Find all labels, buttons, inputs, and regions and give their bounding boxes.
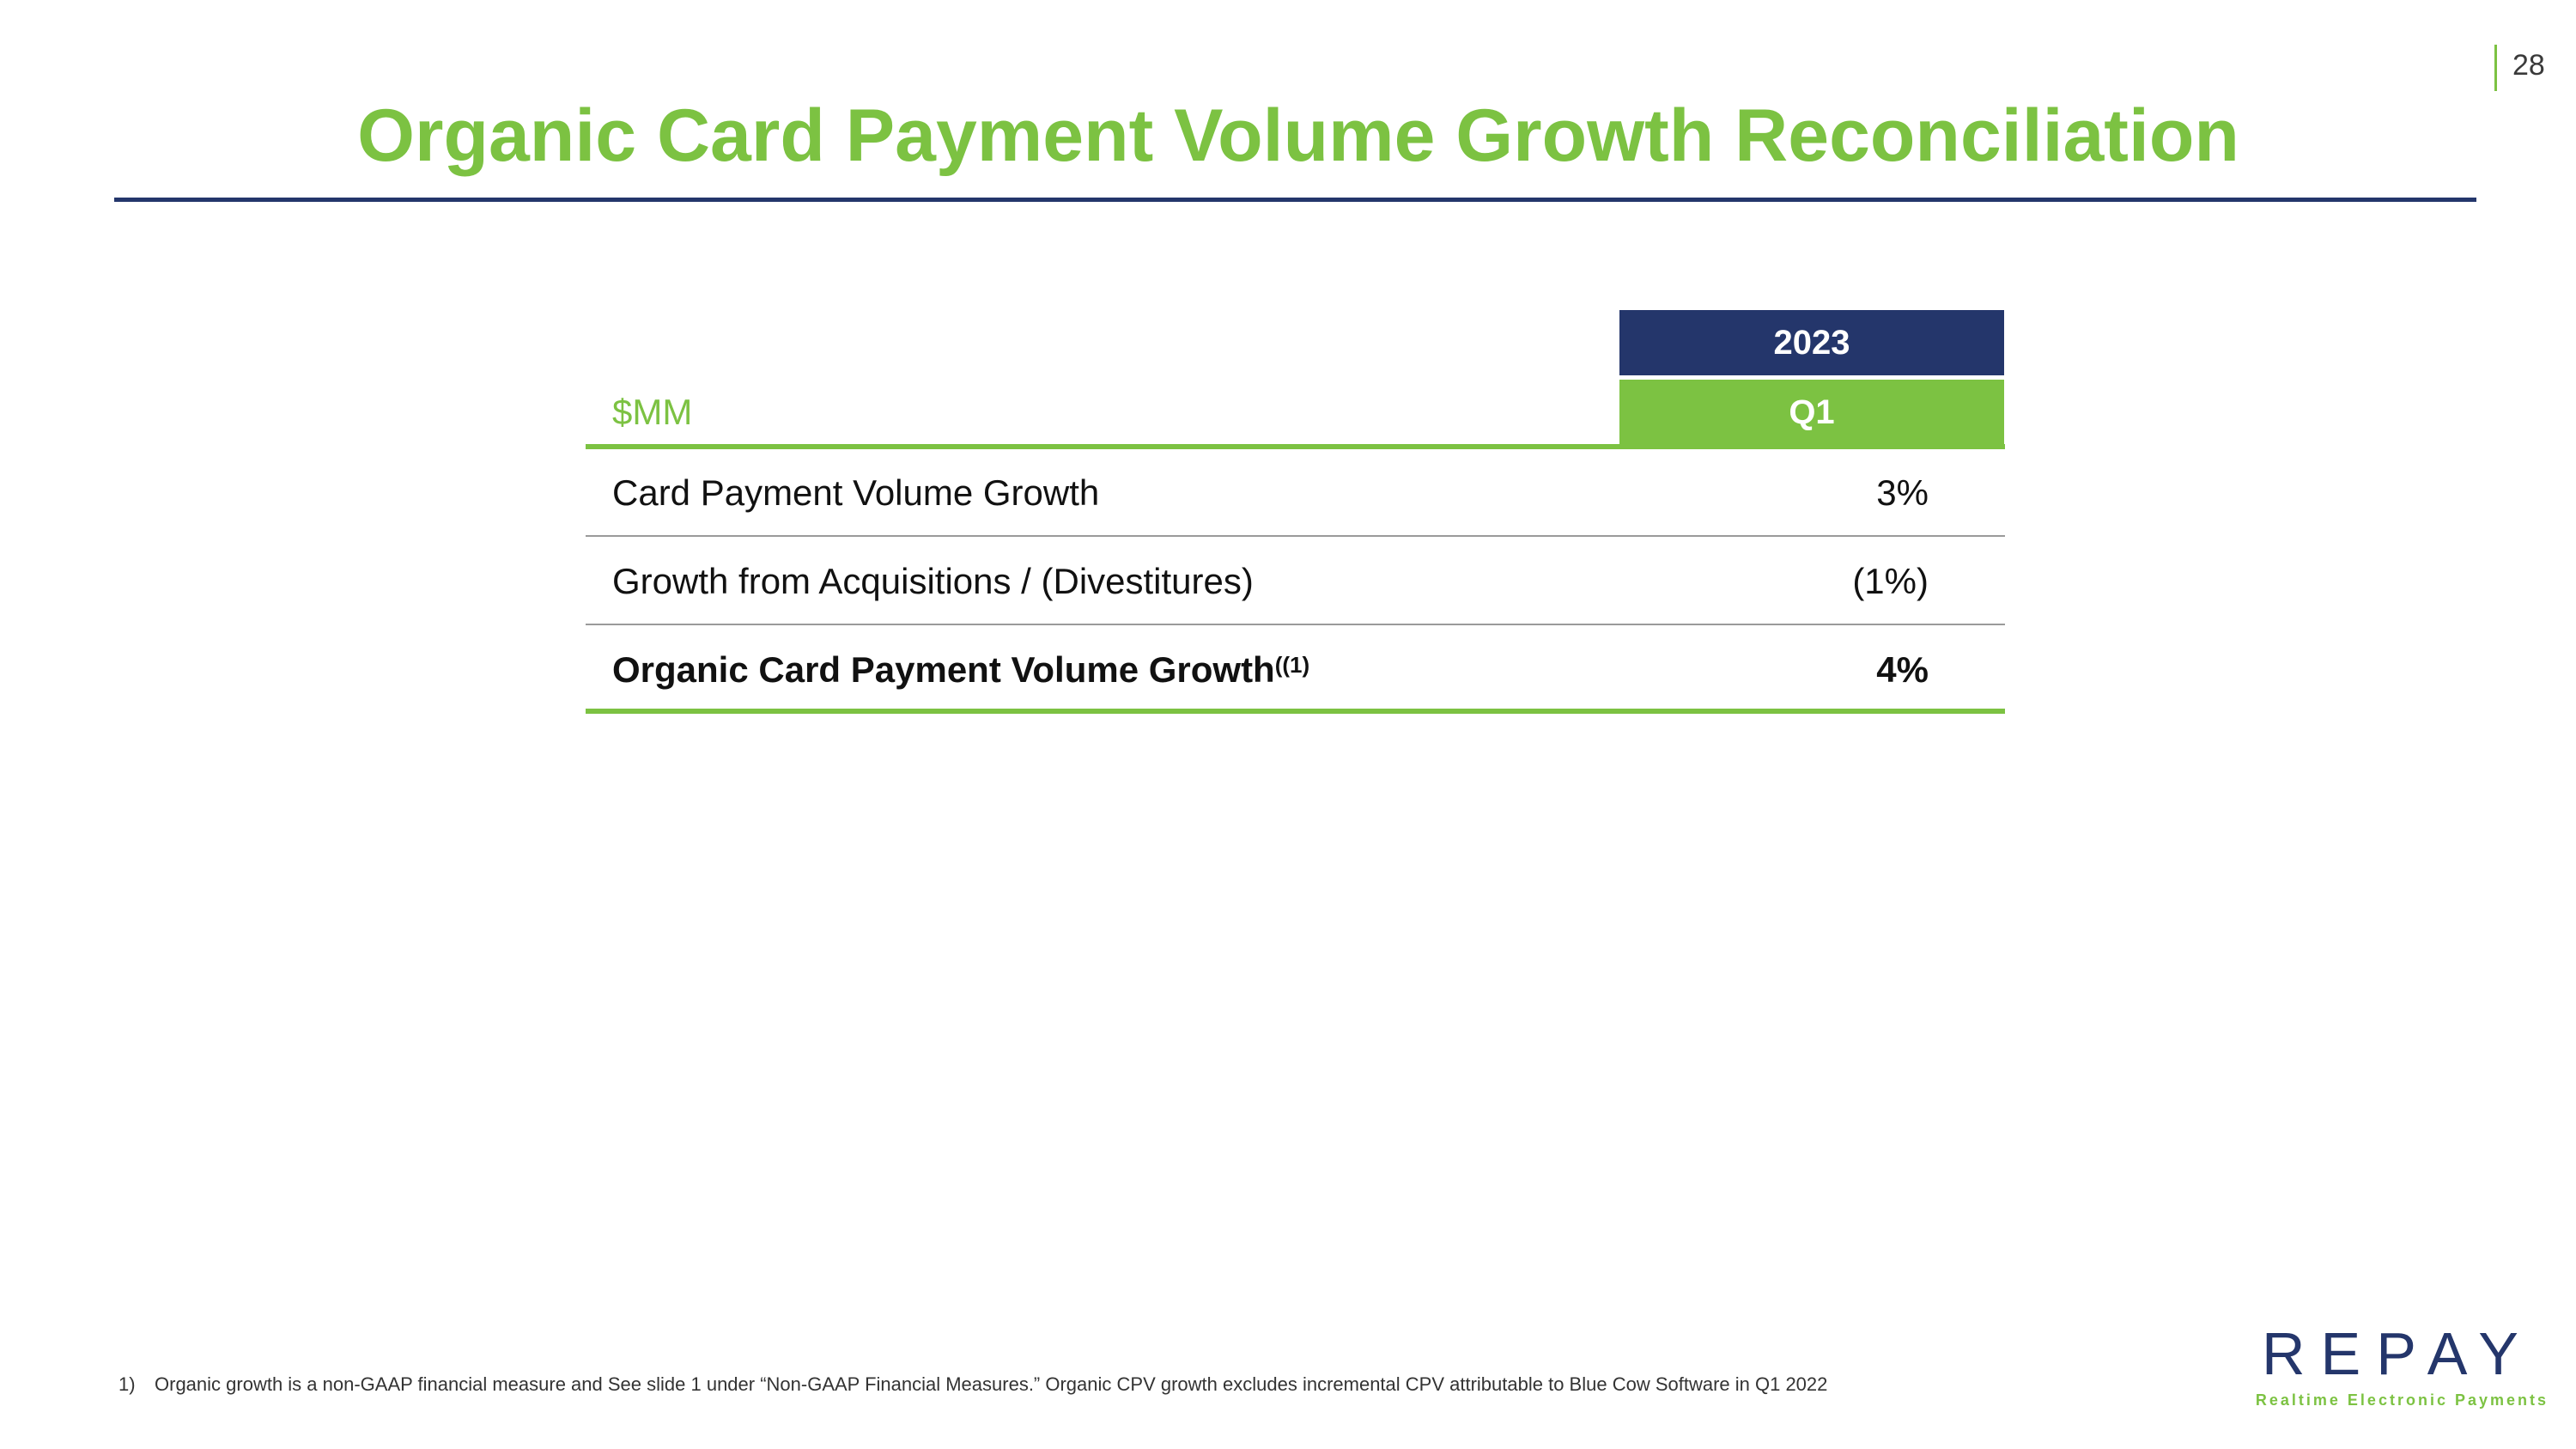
logo-tagline: Realtime Electronic Payments [2255,1391,2549,1409]
row-value-acquisitions: (1%) [1852,561,1929,601]
repay-logo: REPAY Realtime Electronic Payments [2239,1319,2549,1414]
unit-label: $MM [612,392,693,432]
header-period: Q1 [1619,380,2004,445]
slide-title: Organic Card Payment Volume Growth Recon… [357,94,2239,177]
footnote-text: Organic growth is a non-GAAP financial m… [155,1373,1828,1395]
logo-wordmark: REPAY [2262,1320,2534,1387]
table-bottom-rule [586,709,2005,714]
footnote-number: 1) [118,1373,136,1395]
header-year: 2023 [1619,310,2004,375]
row-label-organic-growth-text: Organic Card Payment Volume Growth [612,649,1275,690]
page-number-divider [2494,45,2497,91]
row-label-acquisitions: Growth from Acquisitions / (Divestitures… [612,561,1254,601]
row-value-card-payment-volume-growth: 3% [1876,472,1929,513]
page-number: 28 [2512,49,2545,82]
row-value-organic-growth: 4% [1876,649,1929,690]
header-rule [586,444,2005,449]
row-divider [586,535,2005,537]
title-underline [114,198,2476,202]
row-label-organic-growth: Organic Card Payment Volume Growth((1) [612,646,1309,694]
row-divider [586,624,2005,625]
row-label-card-payment-volume-growth: Card Payment Volume Growth [612,472,1100,513]
footnote-marker: ((1) [1274,652,1310,678]
